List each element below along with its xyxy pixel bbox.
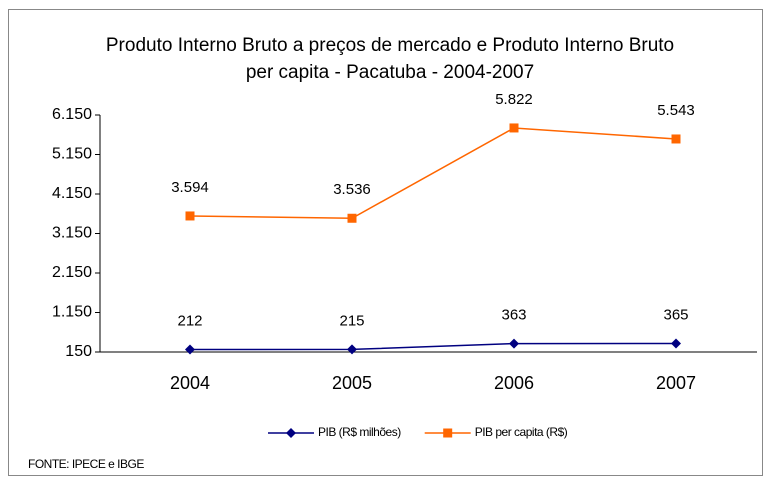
y-tick-label: 150 [65,343,92,360]
point [185,344,195,355]
point [509,123,519,133]
data-label: 215 [339,312,364,329]
point [671,134,681,144]
x-tick-label: 2005 [332,373,372,393]
data-label: 363 [501,307,526,324]
line [189,127,677,220]
data-label: 3.536 [333,181,371,198]
x-tick-label: 2004 [170,373,210,393]
point [443,428,453,438]
point [671,338,681,349]
data-label: 365 [663,306,688,323]
data-label: 212 [177,313,202,330]
y-tick-label: 2.150 [52,264,92,281]
x-tick-label: 2007 [656,373,696,393]
point [185,211,195,221]
y-tick-label: 5.150 [52,146,92,163]
line [189,342,677,351]
data-label: 5.543 [657,102,695,119]
legend-label: PIB (R$ milhões) [318,425,401,439]
point [509,338,519,349]
x-tick-label: 2006 [494,373,534,393]
point [286,428,296,438]
point [347,344,357,355]
y-tick-label: 4.150 [52,185,92,202]
y-tick-label: 3.150 [52,225,92,242]
point [347,213,357,223]
chart-title: Produto Interno Bruto a preços de mercad… [105,35,675,83]
y-tick-label: 6.150 [52,106,92,123]
y-tick-label: 1.150 [52,304,92,321]
source: FONTE: IPECE e IBGE [28,457,144,471]
frame [8,9,763,476]
legend-label: PIB per capita (R$) [475,425,568,439]
data-label: 3.594 [171,179,209,196]
data-label: 5.822 [495,91,533,108]
